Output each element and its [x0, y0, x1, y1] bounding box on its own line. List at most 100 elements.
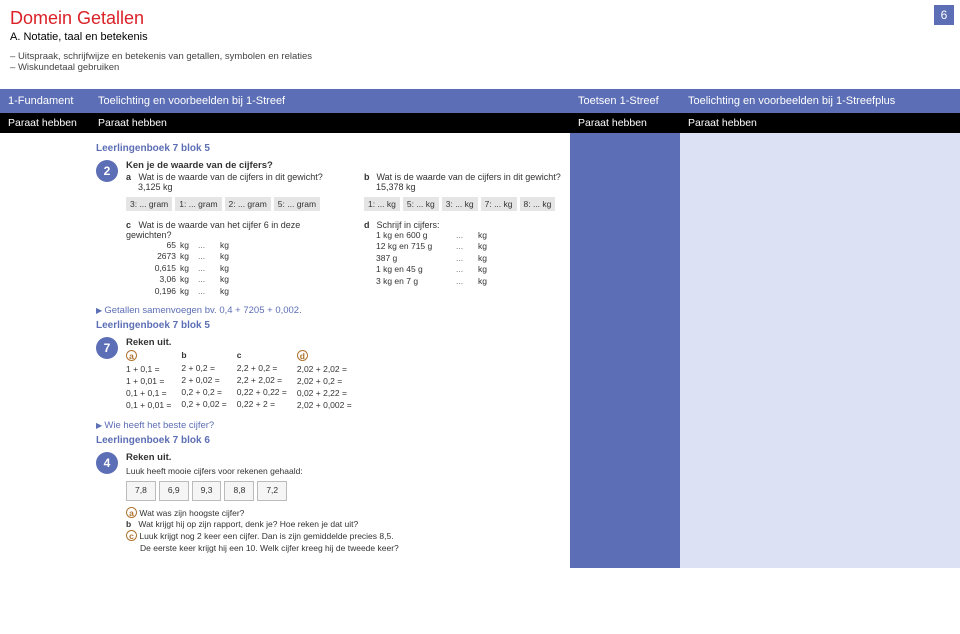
label-a-circled: a [126, 350, 137, 361]
intro-line-1: Uitspraak, schrijfwijze en betekenis van… [10, 51, 960, 62]
d-cell: 3 kg en 7 g [376, 276, 456, 287]
book-ref-1: Leerlingenboek 7 blok 5 [96, 143, 564, 154]
label-c: c [126, 220, 136, 230]
header-col-2: Toelichting en voorbeelden bij 1-Streef [90, 89, 570, 113]
score: 8,8 [224, 481, 254, 500]
d-cell: kg [478, 253, 496, 264]
d-cell: kg [478, 230, 496, 241]
boxes-b: 1: ... kg 5: ... kg 3: ... kg 7: ... kg … [364, 197, 564, 211]
d-cell: 387 g [376, 253, 456, 264]
label-d-circled: d [297, 350, 308, 361]
c-cell: 65 [138, 240, 180, 251]
label-c: c [237, 350, 287, 362]
c-cell: kg [220, 251, 238, 262]
d-cell: kg [478, 241, 496, 252]
box-a-0: 3: ... gram [126, 197, 172, 211]
c-cell: ... [198, 263, 220, 274]
d-cell: 12 kg en 715 g [376, 241, 456, 252]
d-cell: ... [456, 241, 478, 252]
d-cell: ... [456, 253, 478, 264]
header-col-4: Toelichting en voorbeelden bij 1-Streefp… [680, 89, 960, 113]
intro-line-2: Wiskundetaal gebruiken [10, 62, 960, 73]
calc: 0,2 + 0,02 = [181, 399, 226, 411]
box-a-2: 2: ... gram [225, 197, 271, 211]
d-cell: kg [478, 264, 496, 275]
d-cell: ... [456, 264, 478, 275]
arrow-2: Wie heeft het beste cijfer? [96, 420, 564, 431]
label-b: b [181, 350, 226, 362]
exercise-7: 7 Reken uit. a 1 + 0,1 = 1 + 0,01 = 0,1 … [96, 337, 564, 411]
calc: 0,22 + 2 = [237, 399, 287, 411]
c-cell: ... [198, 286, 220, 297]
calc: 2 + 0,2 = [181, 363, 226, 375]
d-cell: 1 kg en 45 g [376, 264, 456, 275]
book-ref-3: Leerlingenboek 7 blok 6 [96, 435, 564, 446]
box-b-2: 3: ... kg [442, 197, 478, 211]
ex2-c: Wat is de waarde van het cijfer 6 in dez… [126, 220, 300, 240]
ex2-d: Schrijf in cijfers: [377, 220, 440, 230]
section-title: A. Notatie, taal en betekenis [0, 31, 960, 51]
calc: 0,02 + 2,22 = [297, 388, 352, 400]
label-a-circled: a [126, 507, 137, 518]
exercise-num: 2 [96, 160, 118, 182]
body-col-1 [0, 133, 90, 568]
body-col-4 [680, 133, 960, 568]
box-b-1: 5: ... kg [403, 197, 439, 211]
box-b-4: 8: ... kg [520, 197, 556, 211]
subheader-col-3: Paraat hebben [570, 113, 680, 133]
calc: 0,22 + 0,22 = [237, 387, 287, 399]
ex2-b-val: 15,378 kg [364, 182, 564, 192]
label-b: b [364, 172, 374, 182]
ex2-a-val: 3,125 kg [126, 182, 336, 192]
subheader-col-4: Paraat hebben [680, 113, 960, 133]
book-ref-2: Leerlingenboek 7 blok 5 [96, 320, 564, 331]
calc: 2,02 + 0,2 = [297, 376, 352, 388]
box-a-1: 1: ... gram [175, 197, 221, 211]
c-cell: kg [180, 251, 198, 262]
ex2-a: Wat is de waarde van de cijfers in dit g… [139, 172, 323, 182]
header-col-1: 1-Fundament [0, 89, 90, 113]
c-cell: kg [180, 263, 198, 274]
c-cell: 0,615 [138, 263, 180, 274]
c-cell: kg [220, 263, 238, 274]
ex2-title: Ken je de waarde van de cijfers? [126, 160, 564, 171]
ex7-grid: a 1 + 0,1 = 1 + 0,01 = 0,1 + 0,1 = 0,1 +… [126, 350, 564, 411]
ex4-qc1: Luuk krijgt nog 2 keer een cijfer. Dan i… [139, 531, 393, 541]
ex4-scores: 7,8 6,9 9,3 8,8 7,2 [126, 481, 564, 500]
exercise-2: 2 Ken je de waarde van de cijfers? a Wat… [96, 160, 564, 297]
ex2-d-table: 1 kg en 600 g...kg 12 kg en 715 g...kg 3… [364, 230, 564, 287]
exercise-num: 7 [96, 337, 118, 359]
box-a-3: 5: ... gram [274, 197, 320, 211]
c-cell: 2673 [138, 251, 180, 262]
body-col-2: Leerlingenboek 7 blok 5 2 Ken je de waar… [90, 133, 570, 568]
c-cell: ... [198, 274, 220, 285]
label-b: b [126, 519, 136, 530]
c-cell: 0,196 [138, 286, 180, 297]
c-cell: kg [220, 240, 238, 251]
calc: 2 + 0,02 = [181, 375, 226, 387]
calc: 2,02 + 2,02 = [297, 364, 352, 376]
label-a: a [126, 172, 136, 182]
table-header: 1-Fundament Toelichting en voorbeelden b… [0, 89, 960, 113]
label-c-circled: c [126, 530, 137, 541]
calc: 0,2 + 0,2 = [181, 387, 226, 399]
subheader-col-2: Paraat hebben [90, 113, 570, 133]
calc: 2,02 + 0,002 = [297, 400, 352, 412]
score: 6,9 [159, 481, 189, 500]
calc: 2,2 + 0,2 = [237, 363, 287, 375]
subheader-col-1: Paraat hebben [0, 113, 90, 133]
header-col-3: Toetsen 1-Streef [570, 89, 680, 113]
c-cell: kg [220, 274, 238, 285]
d-cell: ... [456, 276, 478, 287]
label-d: d [364, 220, 374, 230]
table-body: Leerlingenboek 7 blok 5 2 Ken je de waar… [0, 133, 960, 568]
ex4-qc2: De eerste keer krijgt hij een 10. Welk c… [126, 543, 564, 554]
d-cell: ... [456, 230, 478, 241]
page-number: 6 [934, 5, 954, 25]
c-cell: kg [180, 286, 198, 297]
calc: 1 + 0,1 = [126, 364, 171, 376]
box-b-0: 1: ... kg [364, 197, 400, 211]
box-b-3: 7: ... kg [481, 197, 517, 211]
score: 9,3 [192, 481, 222, 500]
calc: 0,1 + 0,1 = [126, 388, 171, 400]
